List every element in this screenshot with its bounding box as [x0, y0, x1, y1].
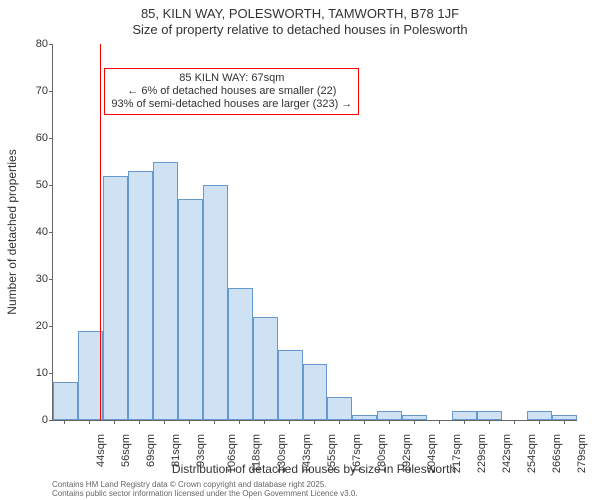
x-tick-mark	[539, 420, 540, 424]
marker-line	[100, 44, 101, 420]
y-tick-label: 40	[22, 226, 48, 238]
credit-block: Contains HM Land Registry data © Crown c…	[52, 480, 358, 498]
histogram-bar	[78, 331, 103, 420]
x-tick-mark	[89, 420, 90, 424]
plot-area: 85 KILN WAY: 67sqm ← 6% of detached hous…	[52, 44, 577, 421]
x-tick-mark	[514, 420, 515, 424]
y-tick-label: 70	[22, 85, 48, 97]
histogram-bar	[452, 411, 477, 420]
histogram-bar	[228, 288, 253, 420]
annotation-line2: ← 6% of detached houses are smaller (22)	[111, 85, 352, 98]
x-tick-mark	[64, 420, 65, 424]
y-axis-title: Number of detached properties	[5, 149, 19, 314]
chart-subtitle: Size of property relative to detached ho…	[0, 22, 600, 37]
x-tick-mark	[314, 420, 315, 424]
x-tick-mark	[414, 420, 415, 424]
histogram-bar	[103, 176, 128, 420]
x-tick-mark	[214, 420, 215, 424]
annotation-line3: 93% of semi-detached houses are larger (…	[111, 98, 352, 111]
x-tick-mark	[139, 420, 140, 424]
x-tick-mark	[289, 420, 290, 424]
x-axis-title: Distribution of detached houses by size …	[52, 462, 576, 476]
x-tick-mark	[564, 420, 565, 424]
y-tick-label: 0	[22, 414, 48, 426]
y-tick-label: 20	[22, 320, 48, 332]
y-tick-label: 30	[22, 273, 48, 285]
histogram-bar	[352, 415, 377, 420]
x-tick-mark	[364, 420, 365, 424]
chart-title: 85, KILN WAY, POLESWORTH, TAMWORTH, B78 …	[0, 6, 600, 21]
x-tick-mark	[389, 420, 390, 424]
histogram-bar	[128, 171, 153, 420]
x-tick-mark	[164, 420, 165, 424]
histogram-bar	[203, 185, 228, 420]
histogram-bar	[253, 317, 278, 420]
histogram-bar	[377, 411, 402, 420]
credit-line1: Contains HM Land Registry data © Crown c…	[52, 480, 358, 489]
y-tick-label: 10	[22, 367, 48, 379]
histogram-bar	[53, 382, 78, 420]
y-tick-label: 60	[22, 132, 48, 144]
histogram-bar	[278, 350, 303, 421]
y-tick-label: 50	[22, 179, 48, 191]
histogram-bar	[402, 415, 427, 420]
chart-root: 85, KILN WAY, POLESWORTH, TAMWORTH, B78 …	[0, 0, 600, 500]
x-tick-mark	[114, 420, 115, 424]
histogram-bar	[477, 411, 502, 420]
x-tick-mark	[439, 420, 440, 424]
y-tick-label: 80	[22, 38, 48, 50]
x-tick-mark	[489, 420, 490, 424]
histogram-bar	[552, 415, 577, 420]
x-tick-mark	[239, 420, 240, 424]
histogram-bar	[303, 364, 328, 420]
histogram-bar	[153, 162, 178, 421]
histogram-bar	[327, 397, 352, 421]
histogram-bar	[178, 199, 203, 420]
credit-line2: Contains public sector information licen…	[52, 489, 358, 498]
annotation-line1: 85 KILN WAY: 67sqm	[111, 72, 352, 85]
x-tick-mark	[264, 420, 265, 424]
x-tick-mark	[189, 420, 190, 424]
histogram-bar	[527, 411, 552, 420]
x-tick-label: 279sqm	[576, 434, 588, 473]
x-tick-mark	[339, 420, 340, 424]
annotation-box: 85 KILN WAY: 67sqm ← 6% of detached hous…	[104, 68, 359, 115]
x-tick-mark	[464, 420, 465, 424]
